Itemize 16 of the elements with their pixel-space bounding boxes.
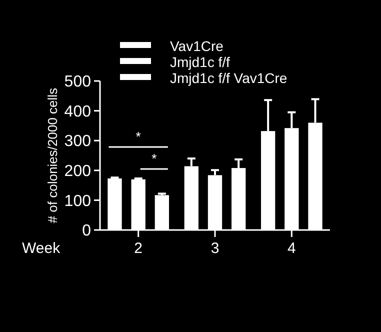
y-tick-label: 300 bbox=[64, 133, 92, 150]
legend-label: Vav1Cre bbox=[170, 38, 224, 54]
annotation: * bbox=[136, 129, 141, 144]
legend-label: Jmjd1c f/f bbox=[170, 54, 230, 70]
y-tick-label: 200 bbox=[64, 163, 92, 180]
x-tick-label: 3 bbox=[210, 240, 220, 257]
x-tick-label: 2 bbox=[134, 240, 143, 257]
x-tick-label: 4 bbox=[287, 240, 296, 257]
y-tick-label: 0 bbox=[82, 222, 92, 240]
annotation: * bbox=[152, 151, 157, 166]
y-axis-title: # of colonies/2000 cells bbox=[45, 87, 60, 224]
legend-label: Jmjd1c f/f Vav1Cre bbox=[170, 70, 288, 86]
y-tick-label: 500 bbox=[64, 74, 92, 91]
y-tick-label: 400 bbox=[64, 103, 92, 120]
y-tick-label: 100 bbox=[64, 192, 92, 210]
x-axis-title: Week bbox=[22, 240, 61, 257]
